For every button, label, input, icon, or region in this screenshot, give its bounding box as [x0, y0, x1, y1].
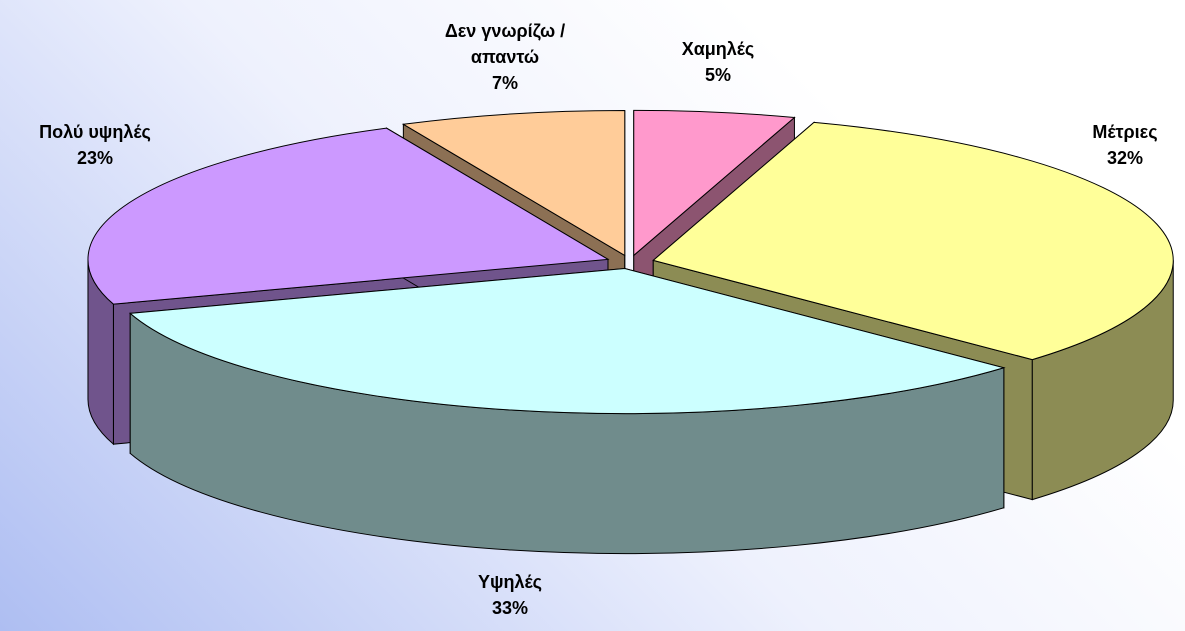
value-label: 7%	[491, 73, 518, 93]
slice-top	[633, 109, 796, 257]
category-label: Δεν γνωρίζω / απαντώ	[444, 21, 566, 67]
value-label: 32%	[1106, 148, 1144, 168]
data-label: Υψηλές 33%	[415, 569, 605, 621]
slice	[128, 267, 1006, 555]
data-label: Πολύ υψηλές 23%	[0, 119, 190, 171]
slice-top	[128, 268, 1006, 415]
category-label: Υψηλές	[477, 572, 543, 592]
slice-top	[87, 127, 610, 305]
data-label: Δεν γνωρίζω / απαντώ 7%	[410, 18, 600, 96]
slice-top	[652, 121, 1174, 361]
value-label: 23%	[76, 148, 114, 168]
value-label: 33%	[491, 598, 529, 618]
category-label: Πολύ υψηλές	[39, 122, 151, 142]
category-label: Μέτριες	[1092, 122, 1158, 142]
value-label: 5%	[704, 65, 731, 85]
slice-top	[401, 109, 626, 257]
data-label: Μέτριες 32%	[1030, 119, 1185, 171]
category-label: Χαμηλές	[681, 39, 755, 59]
data-label: Χαμηλές 5%	[623, 36, 813, 88]
